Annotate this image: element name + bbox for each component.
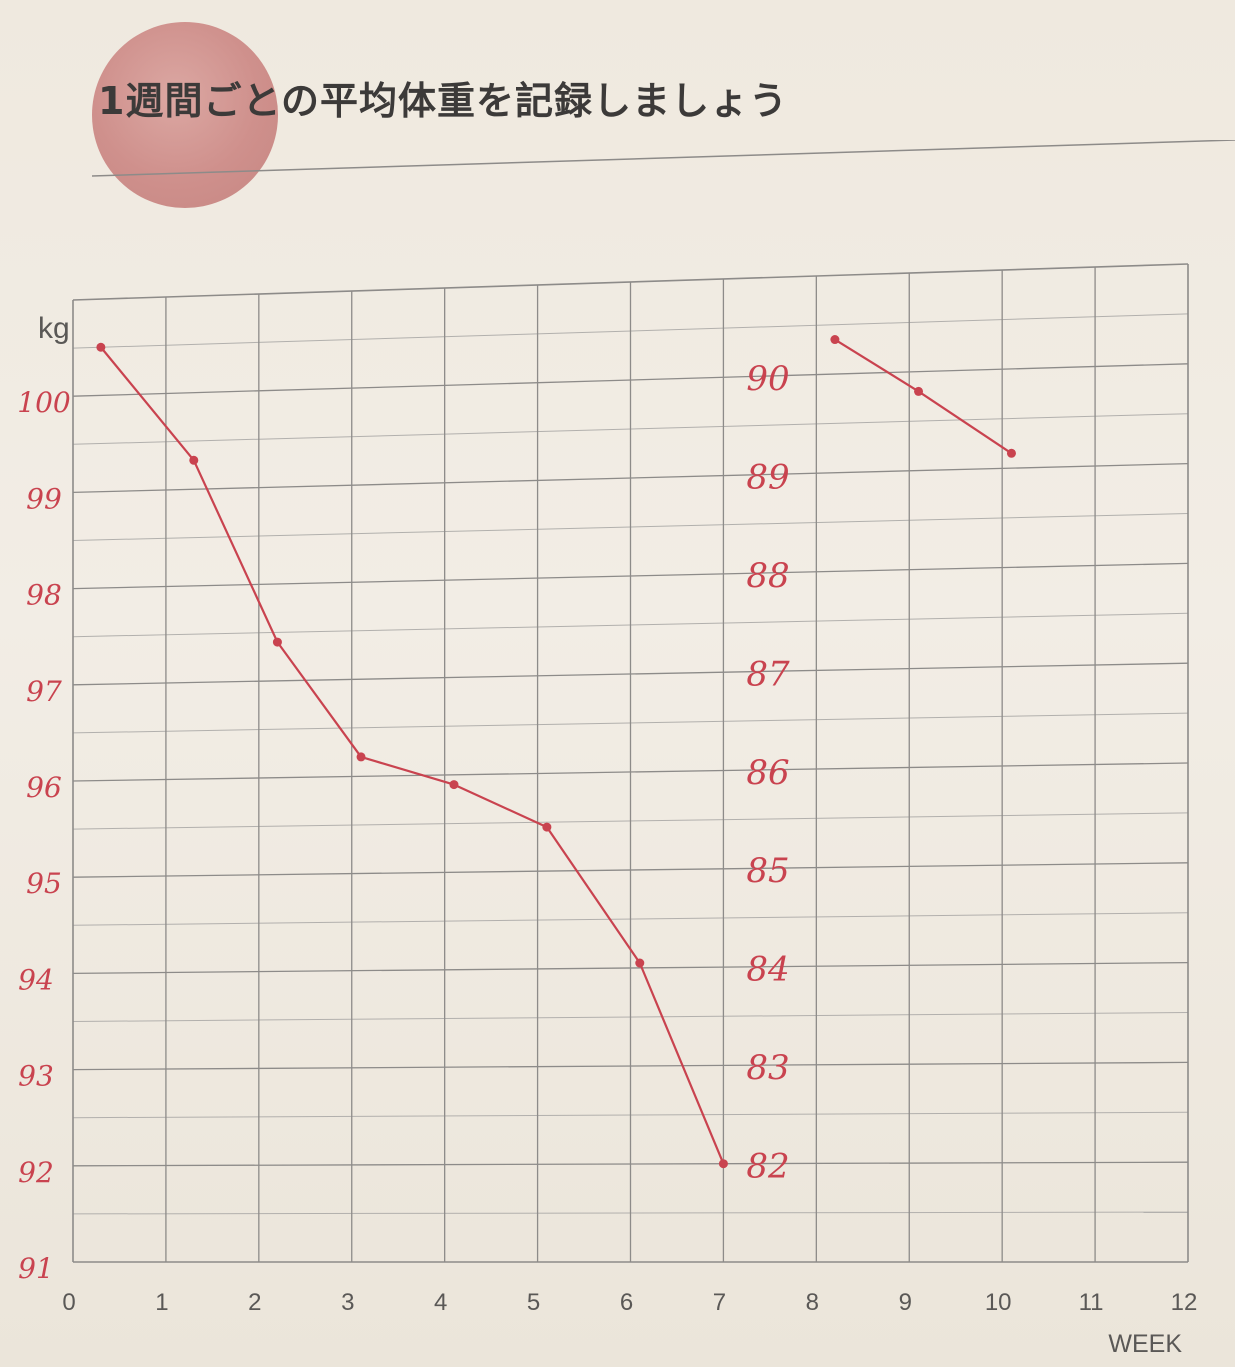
left-scale-label: 96	[26, 771, 62, 804]
weight-point	[272, 637, 282, 647]
y-axis-label: kg	[38, 312, 70, 345]
left-scale-label: 91	[18, 1252, 54, 1285]
left-scale-label: 93	[18, 1060, 54, 1093]
right-scale-label: 90	[746, 359, 789, 399]
weight-point	[830, 335, 840, 345]
right-scale-label: 86	[746, 753, 789, 793]
x-tick-label: 11	[1079, 1289, 1104, 1316]
weight-point	[356, 752, 366, 762]
weight-point	[449, 780, 459, 790]
weight-point	[635, 958, 645, 968]
right-scale-label: 83	[746, 1048, 789, 1088]
weight-point	[1006, 448, 1016, 458]
x-tick-label: 4	[434, 1289, 447, 1316]
left-scale-label: 100	[17, 386, 70, 419]
right-scale-label: 84	[746, 950, 789, 990]
left-scale-label: 95	[26, 867, 62, 900]
right-scale-label: 85	[746, 851, 789, 891]
weight-line-left	[100, 346, 725, 1165]
title-underline	[92, 140, 1235, 177]
weight-point	[96, 342, 106, 352]
weight-point	[189, 455, 199, 465]
right-scale-label: 87	[746, 654, 790, 694]
x-tick-label: 7	[713, 1289, 726, 1316]
x-axis-label: WEEK	[1108, 1330, 1182, 1358]
right-scale-label: 88	[746, 556, 789, 596]
left-scale-label: 99	[26, 482, 62, 515]
x-tick-label: 0	[62, 1289, 75, 1316]
x-tick-label: 8	[806, 1289, 819, 1316]
left-scale-label: 97	[26, 675, 62, 708]
weight-line-right	[834, 338, 1013, 455]
weight-point	[542, 822, 552, 832]
grid-lines	[72, 263, 1189, 1263]
x-tick-label: 5	[527, 1289, 540, 1316]
page-title: 1週間ごとの平均体重を記録しましょう	[98, 79, 789, 123]
x-tick-label: 2	[248, 1289, 261, 1316]
x-tick-label: 10	[985, 1289, 1012, 1316]
right-scale-label: 82	[746, 1147, 789, 1187]
x-tick-label: 9	[899, 1289, 912, 1316]
x-tick-label: 3	[341, 1289, 354, 1316]
left-scale-label: 92	[18, 1156, 54, 1189]
decorative-circle	[92, 22, 278, 208]
left-scale-label: 94	[18, 963, 54, 996]
weight-point	[914, 386, 924, 396]
x-tick-label: 12	[1171, 1289, 1198, 1316]
x-tick-label: 6	[620, 1289, 633, 1316]
x-tick-label: 1	[155, 1289, 168, 1316]
left-scale-label: 98	[26, 579, 62, 612]
weight-point	[718, 1159, 728, 1169]
right-scale-label: 89	[746, 457, 789, 497]
